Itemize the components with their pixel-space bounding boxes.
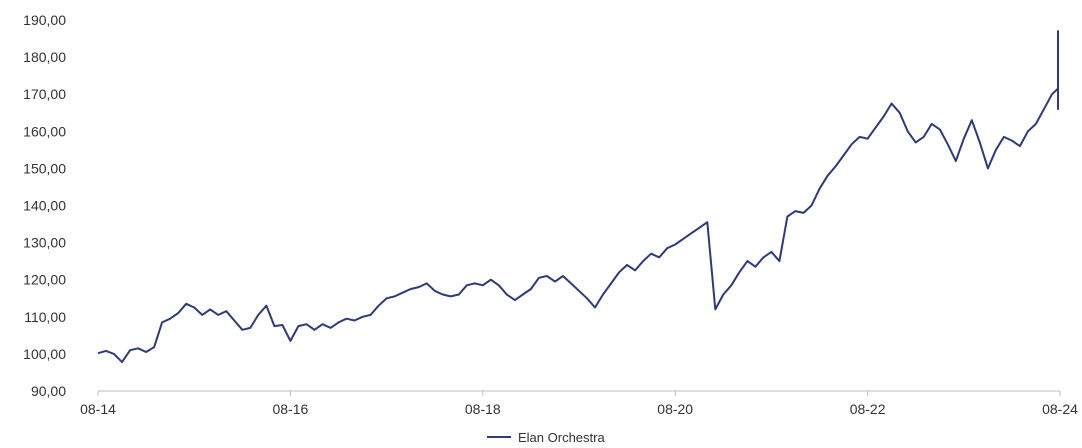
legend: Elan Orchestra	[487, 430, 605, 445]
y-tick-label: 90,00	[31, 383, 66, 399]
y-tick-label: 130,00	[23, 235, 66, 251]
y-tick-label: 180,00	[23, 49, 66, 65]
series-line-elan-orchestra	[97, 30, 1059, 364]
legend-label-elan-orchestra: Elan Orchestra	[518, 430, 605, 445]
y-tick-label: 160,00	[23, 123, 66, 139]
x-tick-label: 08-18	[465, 401, 501, 417]
y-tick-label: 120,00	[23, 272, 66, 288]
y-tick-label: 170,00	[23, 86, 66, 102]
x-axis: 08-14 08-16 08-18 08-20 08-22 08-24	[80, 390, 1078, 417]
y-tick-label: 150,00	[23, 160, 66, 176]
y-axis: 90,00 100,00 110,00 120,00 130,00 140,00 150,0…	[23, 12, 66, 399]
x-tick-label: 08-14	[80, 401, 116, 417]
y-tick-label: 110,00	[24, 309, 66, 325]
x-tick-label: 08-22	[850, 401, 886, 417]
series-group	[97, 30, 1059, 364]
x-tick-label: 08-20	[657, 401, 693, 417]
y-tick-label: 190,00	[23, 12, 66, 28]
y-tick-label: 140,00	[23, 198, 66, 214]
y-tick-label: 100,00	[23, 346, 66, 362]
x-tick-label: 08-16	[272, 401, 308, 417]
x-tick-label: 08-24	[1042, 401, 1078, 417]
